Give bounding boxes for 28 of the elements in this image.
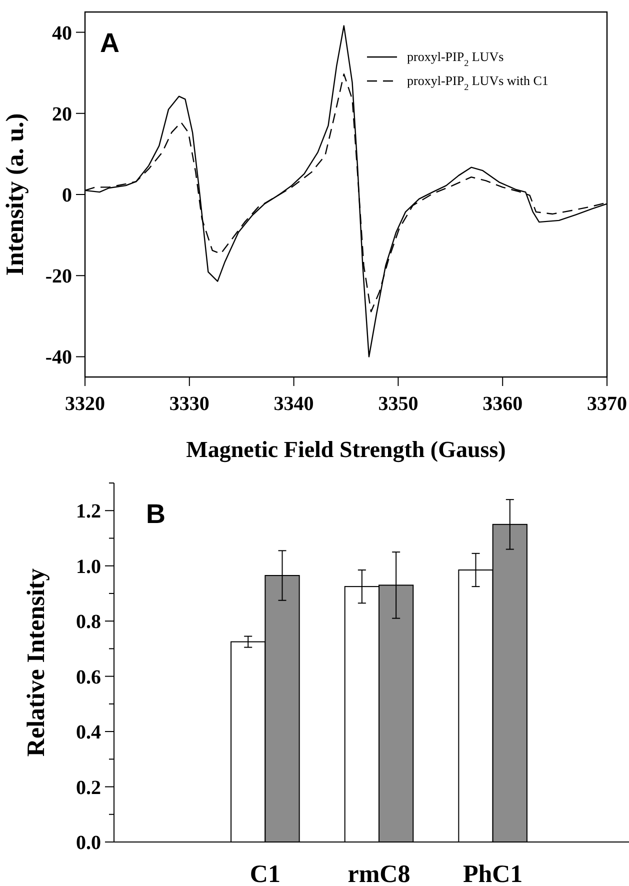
y-tick-label: 0.2 <box>76 776 101 799</box>
legend-label: proxyl-PIP$_{2}$ LUVs <box>407 48 504 68</box>
y-tick-label: 40 <box>52 22 72 44</box>
annotation: B <box>146 499 166 529</box>
annotation: A <box>100 28 120 58</box>
x-tick-label: 3370 <box>587 393 627 415</box>
y-axis-title: Relative Intensity <box>23 568 50 757</box>
y-tick-label: 1.0 <box>76 556 101 578</box>
y-tick-label: -20 <box>45 266 72 288</box>
x-tick-label: 3340 <box>274 393 314 415</box>
y-tick-label: 0.8 <box>76 611 101 634</box>
x-tick-label: 3330 <box>169 393 210 415</box>
x-tick-label: rmC8 <box>348 861 410 886</box>
x-tick-label: 3320 <box>65 393 105 415</box>
x-tick-label: PhC1 <box>462 861 523 886</box>
y-tick-label: 0 <box>62 184 72 206</box>
y-tick-label: 0.6 <box>76 666 101 688</box>
y-tick-label: -40 <box>45 346 72 369</box>
x-axis-title: Magnetic Field Strength (Gauss) <box>186 437 506 463</box>
y-tick-label: 20 <box>52 103 72 126</box>
y-tick-label: 1.2 <box>76 500 101 523</box>
x-tick-label: 3360 <box>482 393 523 415</box>
legend-label: proxyl-PIP$_{2}$ LUVs with C1 <box>407 72 548 92</box>
x-tick-label: C1 <box>250 861 280 886</box>
y-tick-label: 0.0 <box>76 832 101 854</box>
y-axis-title: Intensity (a. u.) <box>2 113 29 276</box>
x-tick-label: 3350 <box>378 393 418 415</box>
y-tick-label: 0.4 <box>76 722 101 744</box>
